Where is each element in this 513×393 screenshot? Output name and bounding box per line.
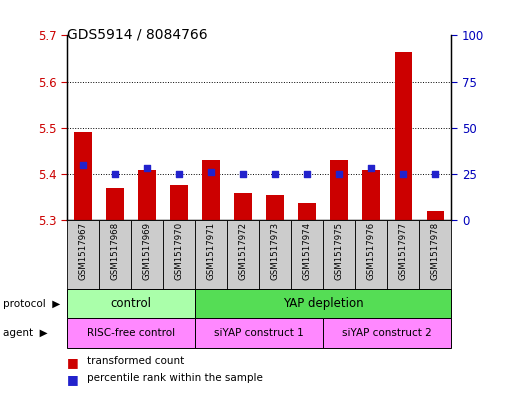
Text: ■: ■ bbox=[67, 373, 78, 386]
Point bbox=[239, 171, 247, 177]
Bar bbox=[266, 195, 284, 220]
Bar bbox=[299, 202, 316, 220]
Bar bbox=[67, 289, 195, 318]
Point bbox=[111, 171, 119, 177]
Text: GSM1517970: GSM1517970 bbox=[174, 222, 184, 280]
Bar bbox=[195, 220, 227, 289]
Point bbox=[367, 165, 376, 171]
Bar bbox=[420, 220, 451, 289]
Text: ■: ■ bbox=[67, 356, 78, 369]
Bar bbox=[363, 170, 380, 220]
Text: GSM1517976: GSM1517976 bbox=[367, 222, 376, 280]
Text: GSM1517968: GSM1517968 bbox=[110, 222, 120, 280]
Text: RISC-free control: RISC-free control bbox=[87, 328, 175, 338]
Bar bbox=[394, 51, 412, 220]
Text: siYAP construct 1: siYAP construct 1 bbox=[214, 328, 304, 338]
Text: GSM1517972: GSM1517972 bbox=[239, 222, 248, 280]
Bar bbox=[259, 220, 291, 289]
Bar bbox=[131, 220, 163, 289]
Text: GSM1517977: GSM1517977 bbox=[399, 222, 408, 280]
Point bbox=[143, 165, 151, 171]
Bar bbox=[355, 220, 387, 289]
Bar bbox=[163, 220, 195, 289]
Bar bbox=[106, 188, 124, 220]
Point bbox=[431, 171, 440, 177]
Text: GSM1517974: GSM1517974 bbox=[303, 222, 312, 280]
Point bbox=[303, 171, 311, 177]
Text: transformed count: transformed count bbox=[87, 356, 185, 365]
Bar bbox=[291, 220, 323, 289]
Text: GSM1517978: GSM1517978 bbox=[431, 222, 440, 280]
Text: agent  ▶: agent ▶ bbox=[3, 328, 47, 338]
Text: YAP depletion: YAP depletion bbox=[283, 297, 364, 310]
Bar bbox=[138, 170, 155, 220]
Point bbox=[399, 171, 407, 177]
Bar bbox=[330, 160, 348, 220]
Bar bbox=[202, 160, 220, 220]
Text: GSM1517971: GSM1517971 bbox=[206, 222, 215, 280]
Bar bbox=[323, 318, 451, 348]
Text: siYAP construct 2: siYAP construct 2 bbox=[343, 328, 432, 338]
Text: percentile rank within the sample: percentile rank within the sample bbox=[87, 373, 263, 383]
Bar bbox=[427, 211, 444, 220]
Bar bbox=[323, 220, 355, 289]
Bar bbox=[387, 220, 420, 289]
Bar bbox=[195, 318, 323, 348]
Bar bbox=[170, 185, 188, 220]
Text: GDS5914 / 8084766: GDS5914 / 8084766 bbox=[67, 28, 207, 42]
Bar bbox=[98, 220, 131, 289]
Text: control: control bbox=[110, 297, 151, 310]
Bar bbox=[67, 220, 98, 289]
Bar bbox=[195, 289, 451, 318]
Text: GSM1517969: GSM1517969 bbox=[142, 222, 151, 280]
Text: protocol  ▶: protocol ▶ bbox=[3, 299, 60, 309]
Bar bbox=[227, 220, 259, 289]
Point bbox=[271, 171, 279, 177]
Point bbox=[78, 162, 87, 168]
Bar bbox=[74, 132, 91, 220]
Bar bbox=[234, 193, 252, 220]
Text: GSM1517967: GSM1517967 bbox=[78, 222, 87, 280]
Bar bbox=[67, 318, 195, 348]
Point bbox=[335, 171, 343, 177]
Text: GSM1517973: GSM1517973 bbox=[270, 222, 280, 280]
Text: GSM1517975: GSM1517975 bbox=[334, 222, 344, 280]
Point bbox=[207, 169, 215, 175]
Point bbox=[175, 171, 183, 177]
